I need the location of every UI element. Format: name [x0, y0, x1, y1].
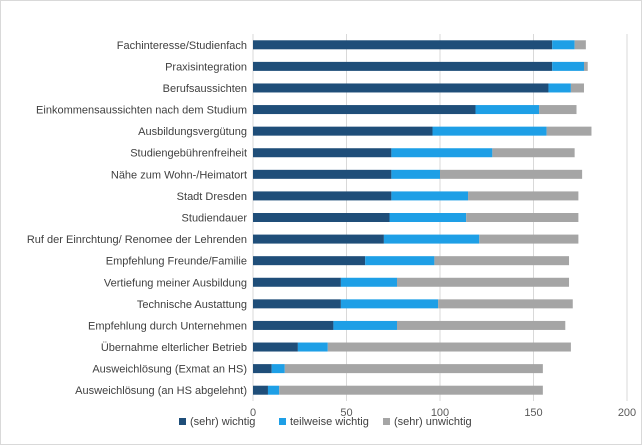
category-label: Berufsaussichten: [163, 83, 247, 95]
bar-segment-sehr-unwichtig: [396, 320, 566, 330]
bar-segment-sehr-unwichtig: [438, 299, 573, 309]
bar-segment-sehr-unwichtig: [284, 364, 543, 374]
bar-segment-sehr-unwichtig: [546, 126, 592, 136]
category-label: Fachinteresse/Studienfach: [117, 40, 247, 52]
bar-segment-sehr-wichtig: [253, 234, 384, 244]
bar-segment-teilweise-wichtig: [267, 385, 280, 395]
bar-segment-teilweise-wichtig: [548, 83, 571, 93]
bar-segment-sehr-wichtig: [253, 126, 433, 136]
bar-segment-sehr-wichtig: [253, 61, 553, 71]
bar-segment-teilweise-wichtig: [271, 364, 285, 374]
bar-segment-sehr-wichtig: [253, 105, 476, 115]
bar-segment-teilweise-wichtig: [340, 299, 439, 309]
bar-segment-teilweise-wichtig: [383, 234, 480, 244]
category-label: Studiendauer: [182, 213, 248, 225]
bar-segment-sehr-wichtig: [253, 320, 334, 330]
bar-segment-teilweise-wichtig: [391, 169, 440, 179]
x-tick-label: 200: [618, 407, 636, 419]
bar-segment-sehr-wichtig: [253, 256, 366, 266]
bar-segment-sehr-wichtig: [253, 342, 298, 352]
legend-swatch: [279, 418, 286, 425]
bar-segment-sehr-unwichtig: [466, 213, 579, 222]
category-label: Ruf der Einrchtung/ Renomee der Lehrende…: [27, 234, 247, 246]
bar-segment-sehr-unwichtig: [468, 191, 579, 201]
bar-segment-sehr-unwichtig: [327, 342, 571, 352]
legend-label: (sehr) unwichtig: [394, 416, 472, 428]
bar-segment-teilweise-wichtig: [432, 126, 547, 136]
legend-label: teilweise wichtig: [290, 416, 369, 428]
x-tick-label: 150: [524, 407, 542, 419]
bar-segment-sehr-wichtig: [253, 364, 272, 374]
bar-segment-sehr-wichtig: [253, 169, 392, 179]
bar-segment-teilweise-wichtig: [552, 61, 584, 71]
bar-segment-sehr-wichtig: [253, 83, 549, 93]
bar-segment-sehr-unwichtig: [570, 83, 584, 93]
category-label: Nähe zum Wohn-/Heimatort: [111, 169, 247, 181]
bar-segment-teilweise-wichtig: [297, 342, 328, 352]
bar-segment-sehr-wichtig: [253, 385, 268, 395]
bar-segment-sehr-unwichtig: [396, 277, 570, 287]
bar-segment-sehr-unwichtig: [279, 385, 543, 395]
bar-segment-sehr-wichtig: [253, 299, 341, 309]
bar-segment-sehr-unwichtig: [492, 148, 575, 158]
bar-segment-teilweise-wichtig: [475, 105, 540, 115]
category-label: Ausbildungsvergütung: [138, 126, 247, 138]
bar-segment-sehr-unwichtig: [574, 40, 586, 50]
bar-segment-teilweise-wichtig: [365, 256, 435, 266]
bar-segment-sehr-unwichtig: [479, 234, 579, 244]
bar-segment-teilweise-wichtig: [391, 191, 469, 201]
x-tick-label: 50: [340, 407, 352, 419]
x-tick-label: 0: [250, 407, 256, 419]
category-label: Empfehlung durch Unternehmen: [88, 320, 247, 332]
bar-segment-teilweise-wichtig: [340, 277, 397, 287]
category-label: Vertiefung meiner Ausbildung: [104, 277, 247, 289]
x-tick-label: 100: [431, 407, 449, 419]
category-label: Empfehlung Freunde/Familie: [106, 256, 247, 268]
bar-segment-sehr-wichtig: [253, 213, 390, 222]
bar-segment-teilweise-wichtig: [389, 213, 467, 222]
legend-label: (sehr) wichtig: [190, 416, 255, 428]
category-label: Stadt Dresden: [177, 191, 247, 203]
category-label: Praxisintegration: [165, 61, 247, 73]
bar-segment-sehr-wichtig: [253, 277, 341, 287]
bar-segment-sehr-unwichtig: [440, 169, 583, 179]
category-label: Ausweichlösung (an HS abgelehnt): [75, 385, 247, 397]
bar-segment-sehr-wichtig: [253, 148, 392, 158]
bar-segment-sehr-wichtig: [253, 191, 392, 201]
bar-segment-sehr-unwichtig: [539, 105, 577, 115]
bar-segment-teilweise-wichtig: [391, 148, 493, 158]
bar-segment-sehr-wichtig: [253, 40, 553, 50]
category-label: Einkommensaussichten nach dem Studium: [36, 105, 247, 117]
legend-swatch: [383, 418, 390, 425]
category-label: Technische Austattung: [137, 299, 247, 311]
legend-swatch: [179, 418, 186, 425]
category-label: Ausweichlösung (Exmat an HS): [92, 364, 247, 376]
category-label: Übernahme elterlicher Betrieb: [101, 342, 247, 354]
bar-segment-teilweise-wichtig: [333, 320, 397, 330]
category-label: Studiengebührenfreiheit: [130, 148, 247, 160]
bar-segment-teilweise-wichtig: [552, 40, 575, 50]
bar-segment-sehr-unwichtig: [434, 256, 570, 266]
bar-segment-sehr-unwichtig: [583, 61, 588, 71]
